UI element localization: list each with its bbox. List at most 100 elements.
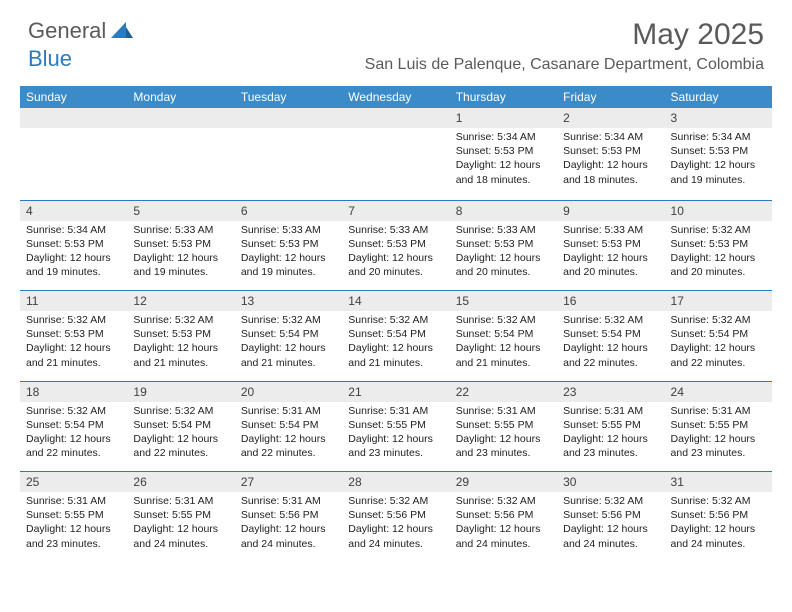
day-data-cell: Sunrise: 5:32 AMSunset: 5:54 PMDaylight:… xyxy=(20,402,127,472)
day-number: 15 xyxy=(450,291,557,311)
day-number-cell: 10 xyxy=(665,200,772,221)
day-number: 22 xyxy=(450,382,557,402)
day-number-cell: 30 xyxy=(557,472,664,493)
day-detail: Sunrise: 5:32 AMSunset: 5:54 PMDaylight:… xyxy=(450,311,557,374)
day-number-cell: 7 xyxy=(342,200,449,221)
day-number-cell: 4 xyxy=(20,200,127,221)
day-detail: Sunrise: 5:31 AMSunset: 5:56 PMDaylight:… xyxy=(235,492,342,555)
page-header: General May 2025 San Luis de Palenque, C… xyxy=(0,0,792,78)
day-number-cell: 12 xyxy=(127,291,234,312)
day-data-cell: Sunrise: 5:32 AMSunset: 5:54 PMDaylight:… xyxy=(235,311,342,381)
day-number: 24 xyxy=(665,382,772,402)
day-data-cell: Sunrise: 5:34 AMSunset: 5:53 PMDaylight:… xyxy=(20,221,127,291)
location-subtitle: San Luis de Palenque, Casanare Departmen… xyxy=(365,56,764,74)
day-data-cell: Sunrise: 5:32 AMSunset: 5:53 PMDaylight:… xyxy=(127,311,234,381)
day-number: 2 xyxy=(557,108,664,128)
day-data-cell: Sunrise: 5:31 AMSunset: 5:55 PMDaylight:… xyxy=(665,402,772,472)
day-detail: Sunrise: 5:31 AMSunset: 5:55 PMDaylight:… xyxy=(450,402,557,465)
day-detail: Sunrise: 5:32 AMSunset: 5:54 PMDaylight:… xyxy=(342,311,449,374)
day-data-cell xyxy=(20,128,127,200)
week-data-row: Sunrise: 5:32 AMSunset: 5:54 PMDaylight:… xyxy=(20,402,772,472)
day-number-cell: 3 xyxy=(665,108,772,128)
day-number-cell: 27 xyxy=(235,472,342,493)
week-number-row: 18192021222324 xyxy=(20,381,772,402)
day-number: 29 xyxy=(450,472,557,492)
day-detail: Sunrise: 5:33 AMSunset: 5:53 PMDaylight:… xyxy=(342,221,449,284)
day-number-cell: 21 xyxy=(342,381,449,402)
day-number: 7 xyxy=(342,201,449,221)
day-data-cell xyxy=(342,128,449,200)
calendar-body: 123Sunrise: 5:34 AMSunset: 5:53 PMDaylig… xyxy=(20,108,772,562)
day-number-cell: 20 xyxy=(235,381,342,402)
day-number-cell: 14 xyxy=(342,291,449,312)
col-wednesday: Wednesday xyxy=(342,86,449,108)
day-number: 20 xyxy=(235,382,342,402)
day-number-cell: 23 xyxy=(557,381,664,402)
day-number: 27 xyxy=(235,472,342,492)
day-detail: Sunrise: 5:34 AMSunset: 5:53 PMDaylight:… xyxy=(665,128,772,191)
day-number: 6 xyxy=(235,201,342,221)
day-number: 21 xyxy=(342,382,449,402)
week-data-row: Sunrise: 5:32 AMSunset: 5:53 PMDaylight:… xyxy=(20,311,772,381)
day-detail: Sunrise: 5:31 AMSunset: 5:55 PMDaylight:… xyxy=(127,492,234,555)
day-data-cell: Sunrise: 5:31 AMSunset: 5:54 PMDaylight:… xyxy=(235,402,342,472)
day-header-row: Sunday Monday Tuesday Wednesday Thursday… xyxy=(20,86,772,108)
col-saturday: Saturday xyxy=(665,86,772,108)
title-block: May 2025 San Luis de Palenque, Casanare … xyxy=(365,18,764,74)
day-number: 26 xyxy=(127,472,234,492)
day-number-cell: 9 xyxy=(557,200,664,221)
day-detail: Sunrise: 5:32 AMSunset: 5:56 PMDaylight:… xyxy=(450,492,557,555)
day-number: 14 xyxy=(342,291,449,311)
day-detail: Sunrise: 5:33 AMSunset: 5:53 PMDaylight:… xyxy=(557,221,664,284)
day-data-cell: Sunrise: 5:32 AMSunset: 5:54 PMDaylight:… xyxy=(127,402,234,472)
day-number: 8 xyxy=(450,201,557,221)
day-detail: Sunrise: 5:32 AMSunset: 5:53 PMDaylight:… xyxy=(665,221,772,284)
day-number: 5 xyxy=(127,201,234,221)
col-friday: Friday xyxy=(557,86,664,108)
day-data-cell: Sunrise: 5:34 AMSunset: 5:53 PMDaylight:… xyxy=(665,128,772,200)
day-data-cell: Sunrise: 5:31 AMSunset: 5:56 PMDaylight:… xyxy=(235,492,342,562)
day-detail: Sunrise: 5:32 AMSunset: 5:53 PMDaylight:… xyxy=(20,311,127,374)
day-detail: Sunrise: 5:32 AMSunset: 5:54 PMDaylight:… xyxy=(235,311,342,374)
day-number-cell: 26 xyxy=(127,472,234,493)
day-number: 28 xyxy=(342,472,449,492)
col-thursday: Thursday xyxy=(450,86,557,108)
day-number-cell: 24 xyxy=(665,381,772,402)
day-detail: Sunrise: 5:32 AMSunset: 5:54 PMDaylight:… xyxy=(557,311,664,374)
day-data-cell xyxy=(235,128,342,200)
day-data-cell: Sunrise: 5:32 AMSunset: 5:53 PMDaylight:… xyxy=(665,221,772,291)
week-number-row: 123 xyxy=(20,108,772,128)
day-detail: Sunrise: 5:34 AMSunset: 5:53 PMDaylight:… xyxy=(557,128,664,191)
col-tuesday: Tuesday xyxy=(235,86,342,108)
day-data-cell: Sunrise: 5:33 AMSunset: 5:53 PMDaylight:… xyxy=(557,221,664,291)
day-number-cell xyxy=(127,108,234,128)
day-data-cell: Sunrise: 5:34 AMSunset: 5:53 PMDaylight:… xyxy=(557,128,664,200)
day-number-cell: 25 xyxy=(20,472,127,493)
day-number-cell: 18 xyxy=(20,381,127,402)
day-number: 11 xyxy=(20,291,127,311)
day-data-cell: Sunrise: 5:32 AMSunset: 5:54 PMDaylight:… xyxy=(557,311,664,381)
day-number: 31 xyxy=(665,472,772,492)
day-data-cell: Sunrise: 5:32 AMSunset: 5:54 PMDaylight:… xyxy=(342,311,449,381)
day-detail: Sunrise: 5:31 AMSunset: 5:55 PMDaylight:… xyxy=(665,402,772,465)
day-data-cell: Sunrise: 5:32 AMSunset: 5:56 PMDaylight:… xyxy=(665,492,772,562)
day-data-cell: Sunrise: 5:32 AMSunset: 5:53 PMDaylight:… xyxy=(20,311,127,381)
col-monday: Monday xyxy=(127,86,234,108)
day-detail: Sunrise: 5:31 AMSunset: 5:55 PMDaylight:… xyxy=(20,492,127,555)
day-number: 12 xyxy=(127,291,234,311)
day-data-cell: Sunrise: 5:34 AMSunset: 5:53 PMDaylight:… xyxy=(450,128,557,200)
day-data-cell: Sunrise: 5:32 AMSunset: 5:54 PMDaylight:… xyxy=(450,311,557,381)
day-number: 19 xyxy=(127,382,234,402)
day-detail: Sunrise: 5:34 AMSunset: 5:53 PMDaylight:… xyxy=(20,221,127,284)
week-number-row: 11121314151617 xyxy=(20,291,772,312)
day-number-cell: 15 xyxy=(450,291,557,312)
day-data-cell: Sunrise: 5:32 AMSunset: 5:56 PMDaylight:… xyxy=(450,492,557,562)
day-detail: Sunrise: 5:32 AMSunset: 5:54 PMDaylight:… xyxy=(665,311,772,374)
week-data-row: Sunrise: 5:31 AMSunset: 5:55 PMDaylight:… xyxy=(20,492,772,562)
week-data-row: Sunrise: 5:34 AMSunset: 5:53 PMDaylight:… xyxy=(20,221,772,291)
day-number-cell: 29 xyxy=(450,472,557,493)
day-number-cell xyxy=(20,108,127,128)
day-detail: Sunrise: 5:32 AMSunset: 5:54 PMDaylight:… xyxy=(20,402,127,465)
day-detail: Sunrise: 5:33 AMSunset: 5:53 PMDaylight:… xyxy=(235,221,342,284)
day-data-cell: Sunrise: 5:33 AMSunset: 5:53 PMDaylight:… xyxy=(450,221,557,291)
